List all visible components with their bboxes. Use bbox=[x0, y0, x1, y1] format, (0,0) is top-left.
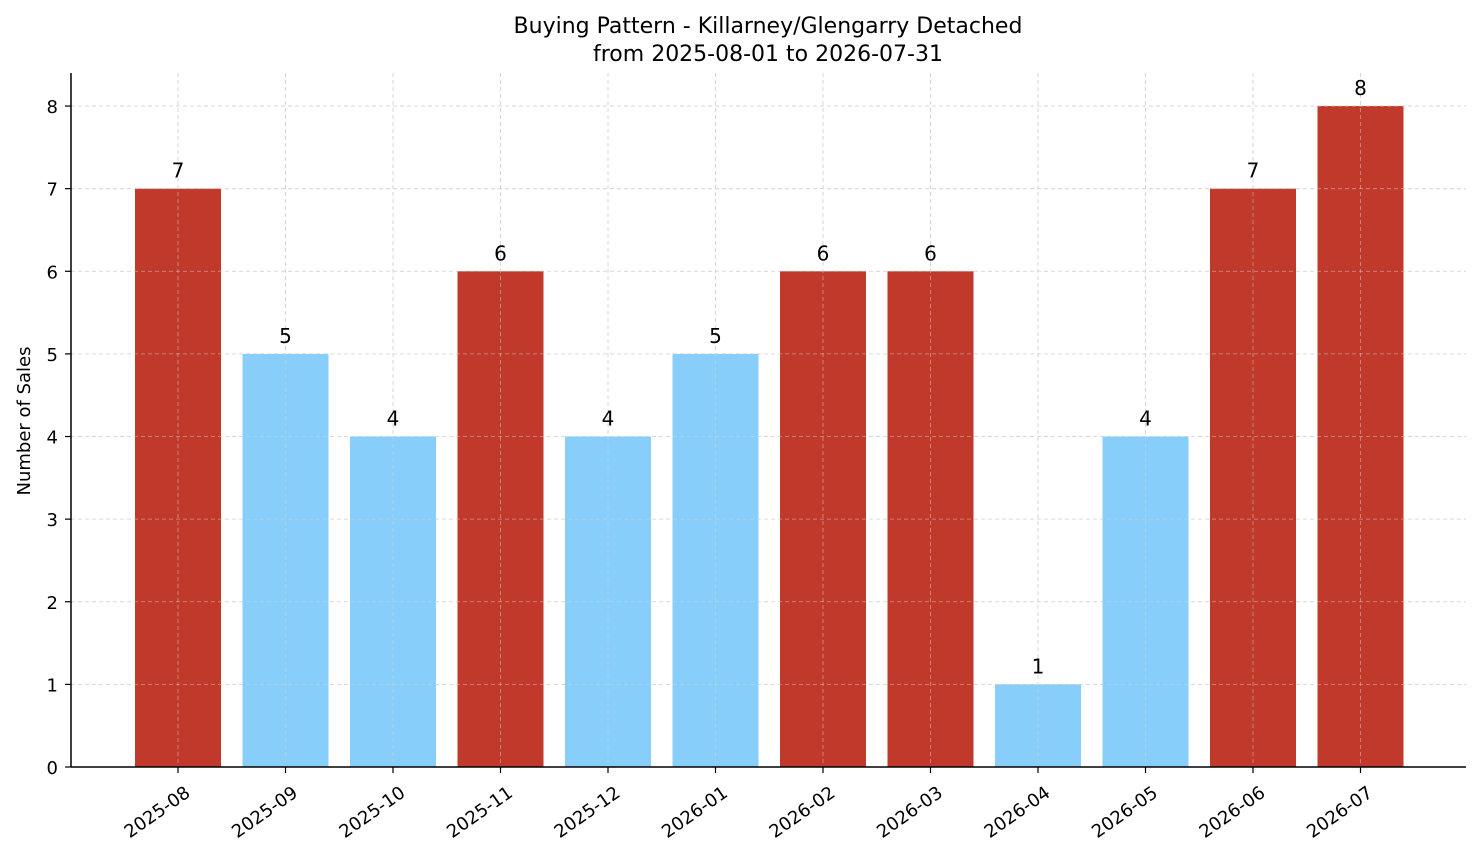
y-axis-label: Number of Sales bbox=[14, 346, 35, 495]
data-label: 4 bbox=[602, 407, 615, 431]
y-tick-label: 6 bbox=[47, 262, 58, 283]
x-tick-label: 2025-08 bbox=[121, 782, 195, 842]
data-labels-layer: 7 5 4 6 4 5 6 6 1 4 7 8 bbox=[172, 76, 1367, 678]
data-label: 7 bbox=[172, 159, 185, 183]
y-tick-label: 0 bbox=[47, 758, 58, 779]
y-tick-label: 8 bbox=[47, 97, 58, 118]
data-label: 1 bbox=[1032, 654, 1045, 678]
y-tick-label: 5 bbox=[47, 345, 58, 366]
bars-layer bbox=[71, 73, 1466, 768]
y-tick-label: 4 bbox=[47, 428, 58, 449]
x-tick-label: 2026-03 bbox=[873, 782, 947, 842]
y-tick-label: 2 bbox=[47, 593, 58, 614]
x-tick-label: 2026-07 bbox=[1303, 782, 1377, 842]
x-tick-label: 2025-12 bbox=[551, 782, 625, 842]
data-label: 6 bbox=[494, 241, 507, 265]
bar bbox=[1210, 188, 1296, 767]
x-tick-label: 2026-04 bbox=[981, 782, 1055, 842]
data-label: 7 bbox=[1247, 159, 1260, 183]
y-tick-label: 1 bbox=[47, 675, 58, 696]
data-label: 4 bbox=[387, 407, 400, 431]
x-tick-label: 2025-10 bbox=[336, 782, 410, 842]
data-label: 6 bbox=[924, 241, 937, 265]
x-tick-label: 2026-01 bbox=[658, 782, 732, 842]
data-label: 4 bbox=[1139, 407, 1152, 431]
chart-subtitle: from 2025-08-01 to 2026-07-31 bbox=[593, 42, 943, 67]
x-tick-label: 2025-09 bbox=[228, 782, 302, 842]
data-label: 5 bbox=[279, 324, 292, 348]
x-tick-label: 2025-11 bbox=[443, 782, 517, 842]
x-tick-label: 2026-05 bbox=[1088, 782, 1162, 842]
data-label: 6 bbox=[817, 241, 830, 265]
y-tick-label: 3 bbox=[47, 510, 58, 531]
y-tick-label: 7 bbox=[47, 180, 58, 201]
x-tick-label: 2026-06 bbox=[1196, 782, 1270, 842]
x-tick-label: 2026-02 bbox=[766, 782, 840, 842]
data-label: 8 bbox=[1354, 76, 1367, 100]
data-label: 5 bbox=[709, 324, 722, 348]
chart-title: Buying Pattern - Killarney/Glengarry Det… bbox=[514, 14, 1023, 39]
bar bbox=[135, 188, 221, 767]
